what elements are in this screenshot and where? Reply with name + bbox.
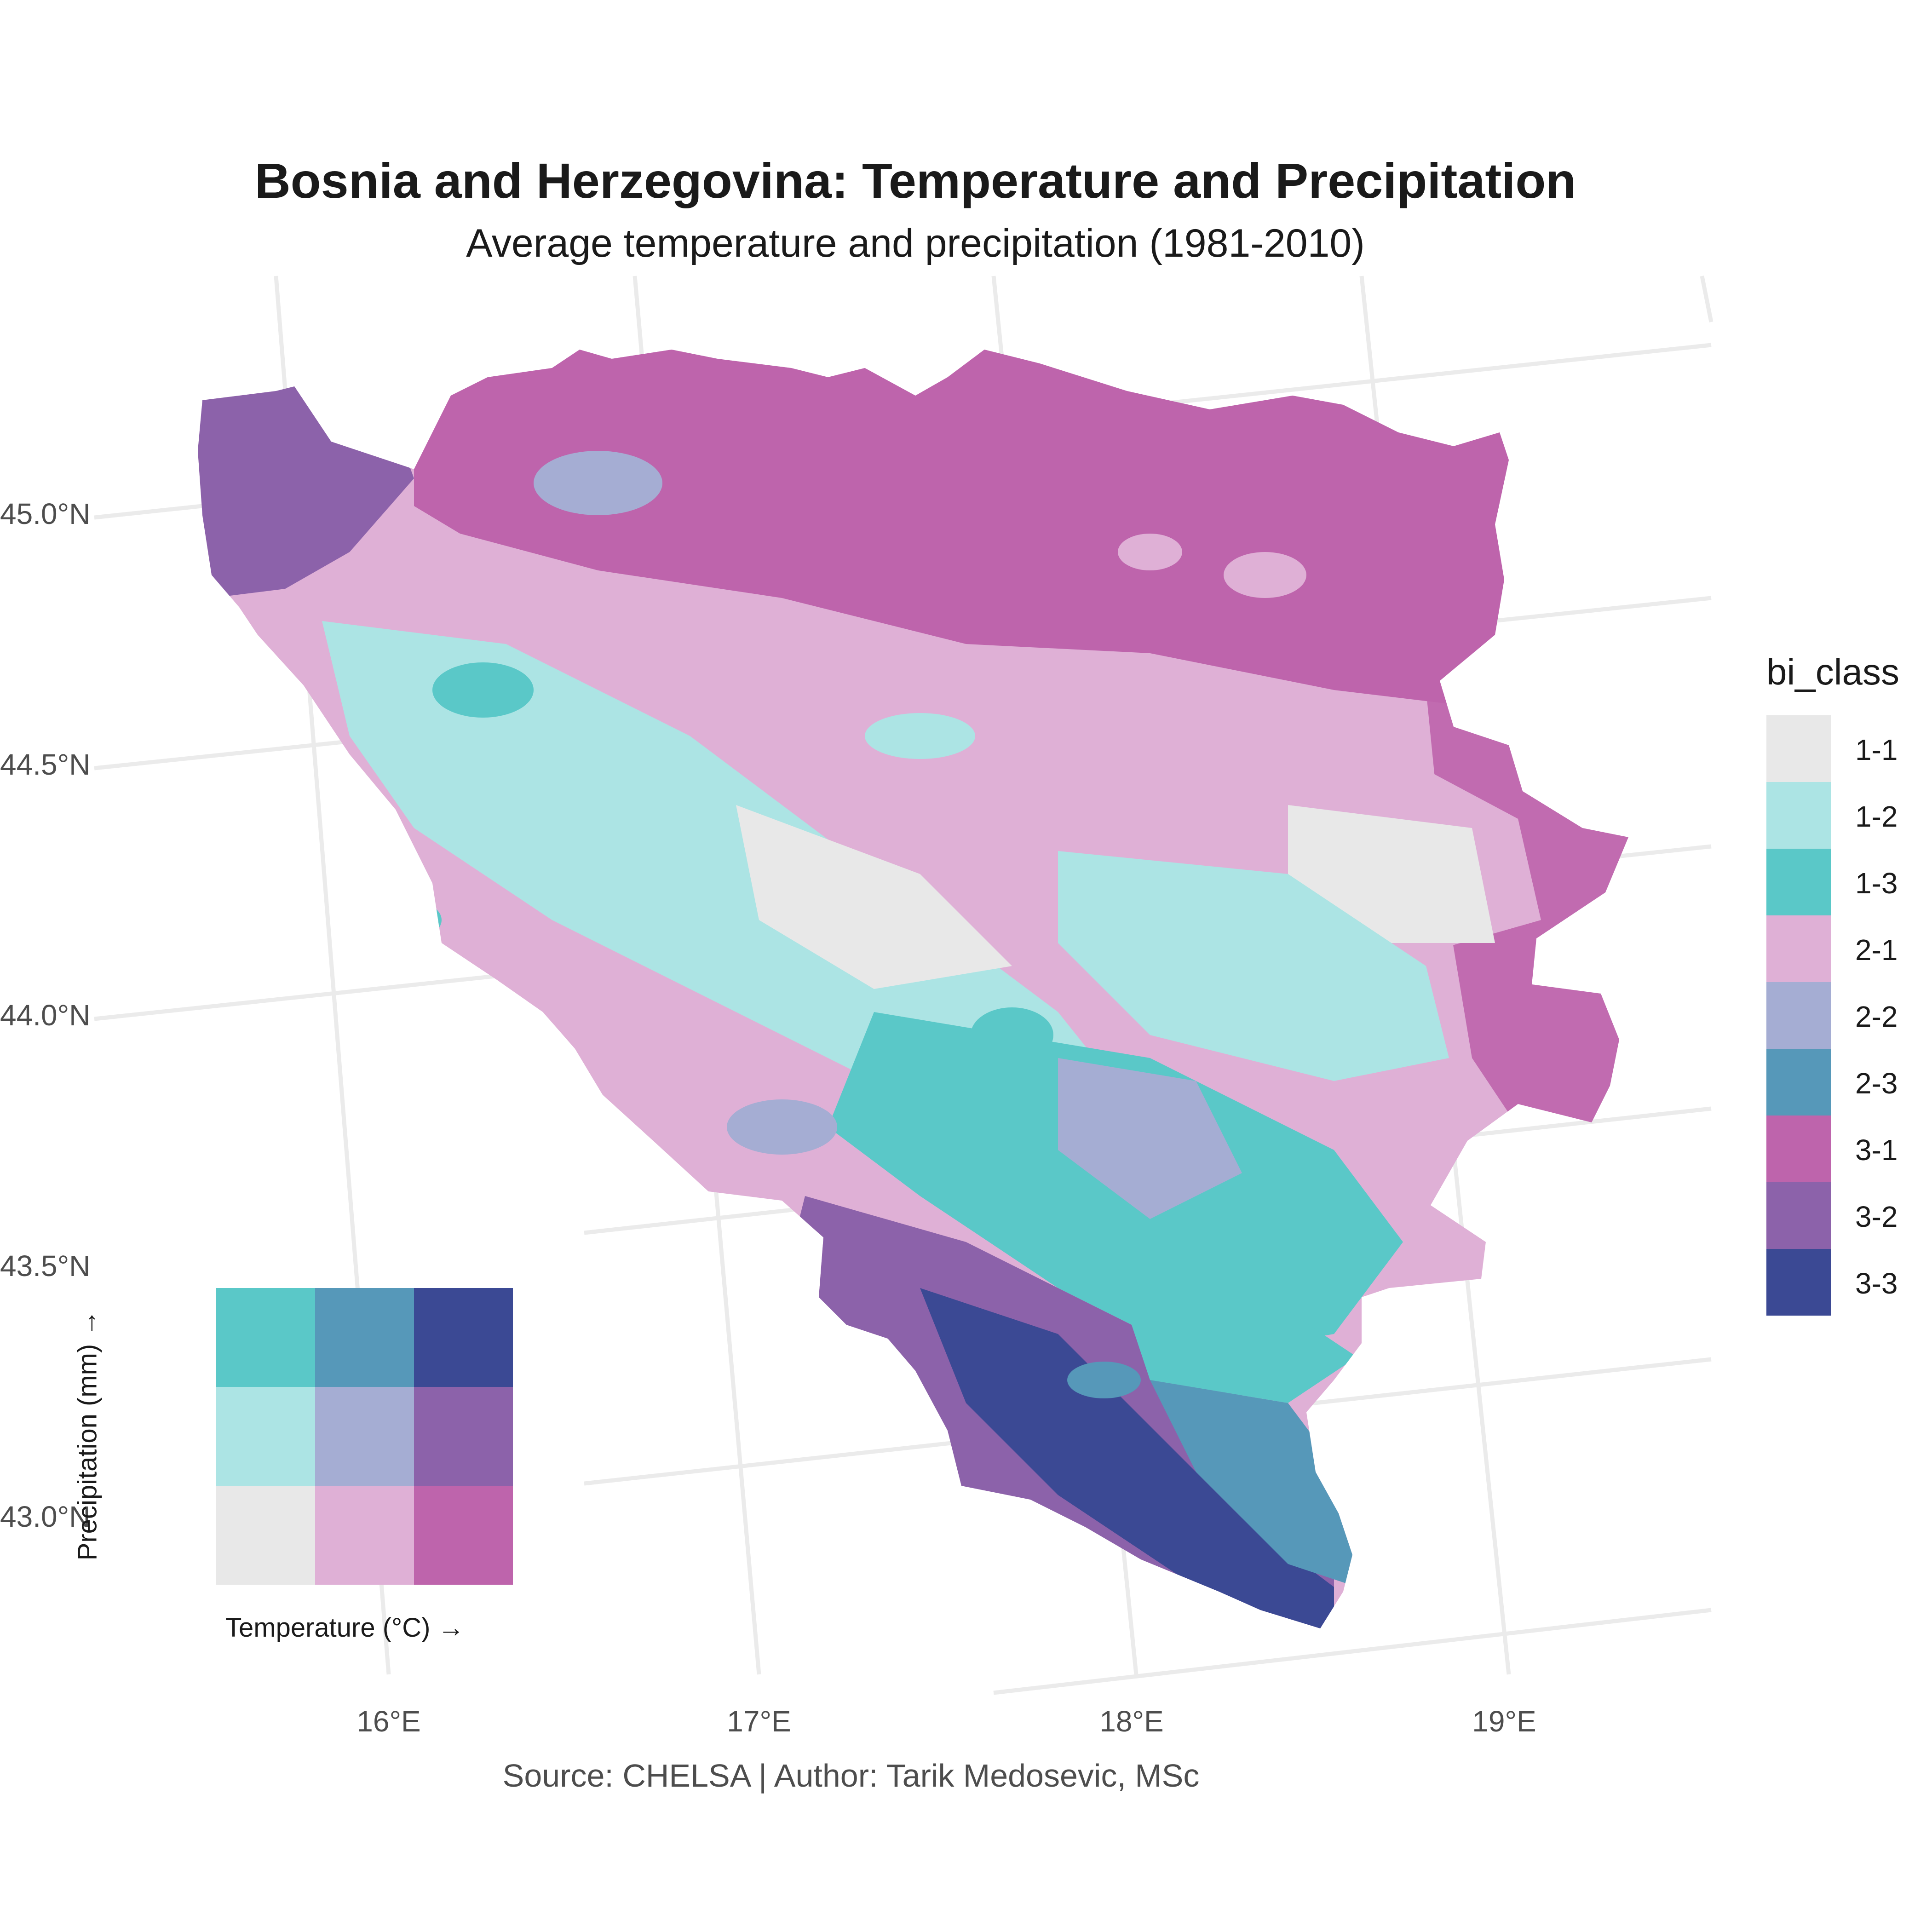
legend-title: bi_class <box>1766 651 1900 692</box>
lon-label-16: 16°E <box>356 1705 421 1738</box>
legend-swatch <box>1766 849 1831 915</box>
lat-label-43-5: 43.5°N <box>0 1249 91 1282</box>
graticule-lon-19-5 <box>1700 276 1714 322</box>
legend-label: 1-2 <box>1855 800 1898 833</box>
legend-label: 2-3 <box>1855 1067 1898 1100</box>
legend-item-3-2: 3-2 <box>1766 1182 1923 1249</box>
legend-label: 3-1 <box>1855 1133 1898 1167</box>
bivariate-cell-2-1 <box>315 1486 414 1585</box>
graticule-lat-42-5 <box>993 1608 1712 1695</box>
legend-label: 1-1 <box>1855 733 1898 766</box>
bivariate-cell-3-2 <box>414 1387 513 1486</box>
lon-label-17: 17°E <box>727 1705 791 1738</box>
legend-swatch <box>1766 982 1831 1049</box>
bivariate-cell-3-1 <box>414 1486 513 1585</box>
legend-label: 2-2 <box>1855 1000 1898 1033</box>
lon-label-19: 19°E <box>1472 1705 1536 1738</box>
legend-item-2-3: 2-3 <box>1766 1049 1923 1116</box>
bivariate-legend <box>216 1288 513 1585</box>
legend-swatch <box>1766 1182 1831 1249</box>
legend-item-3-1: 3-1 <box>1766 1116 1923 1182</box>
legend-label: 2-1 <box>1855 933 1898 966</box>
caption: Source: CHELSA | Author: Tarik Medosevic… <box>502 1758 1200 1794</box>
bivariate-cell-1-1 <box>216 1486 315 1585</box>
legend-swatch <box>1766 782 1831 849</box>
legend-swatch <box>1766 1249 1831 1316</box>
legend-swatch <box>1766 1116 1831 1182</box>
bivariate-cell-2-2 <box>315 1387 414 1486</box>
bivariate-cell-2-3 <box>315 1288 414 1387</box>
map-subtitle: Average temperature and precipitation (1… <box>466 221 1365 265</box>
lat-label-45: 45.0°N <box>0 497 91 530</box>
legend-label: 3-3 <box>1855 1267 1898 1300</box>
lat-label-44: 44.0°N <box>0 999 91 1032</box>
legend-item-3-3: 3-3 <box>1766 1249 1923 1316</box>
legend-item-1-3: 1-3 <box>1766 849 1923 915</box>
lat-label-43: 43.0°N <box>0 1500 91 1533</box>
map-title: Bosnia and Herzegovina: Temperature and … <box>254 153 1576 208</box>
legend-swatch <box>1766 915 1831 982</box>
bivariate-legend-y-label: Precipitation (mm) → <box>72 1310 103 1561</box>
legend-item-1-2: 1-2 <box>1766 782 1923 849</box>
bivariate-cell-1-2 <box>216 1387 315 1486</box>
legend-label: 1-3 <box>1855 867 1898 900</box>
legend-swatch <box>1766 1049 1831 1116</box>
legend-label: 3-2 <box>1855 1200 1898 1233</box>
bivariate-cell-1-3 <box>216 1288 315 1387</box>
bivariate-cell-3-3 <box>414 1288 513 1387</box>
legend-item-2-2: 2-2 <box>1766 982 1923 1049</box>
legend-item-1-1: 1-1 <box>1766 715 1923 782</box>
legend-swatch <box>1766 715 1831 782</box>
lon-label-18: 18°E <box>1099 1705 1164 1738</box>
bivariate-legend-x-label: Temperature (°C) → <box>225 1613 465 1643</box>
lat-label-44-5: 44.5°N <box>0 748 91 781</box>
legend-item-2-1: 2-1 <box>1766 915 1923 982</box>
